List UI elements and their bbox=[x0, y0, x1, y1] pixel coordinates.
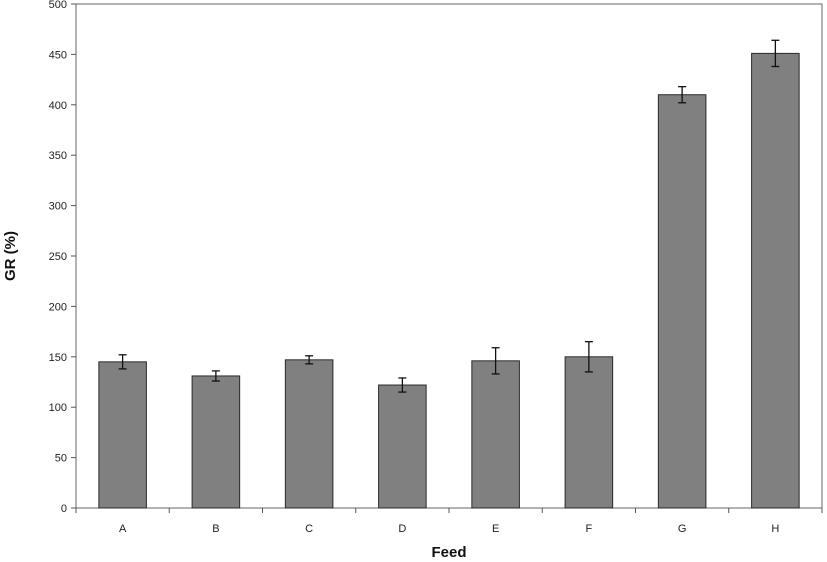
y-tick-label: 100 bbox=[49, 402, 67, 414]
error-bar-D bbox=[398, 377, 407, 393]
y-tick-label: 450 bbox=[49, 49, 67, 61]
bar-E bbox=[471, 360, 520, 509]
bar-C bbox=[284, 359, 334, 509]
error-bar-E bbox=[491, 347, 500, 375]
y-tick-label: 300 bbox=[49, 201, 67, 213]
error-bar-C bbox=[305, 355, 314, 365]
error-bar-F bbox=[584, 341, 593, 373]
bar-G bbox=[657, 94, 707, 509]
plot-frame bbox=[75, 3, 823, 509]
x-tick-label: C bbox=[305, 523, 313, 535]
x-tick-label: B bbox=[212, 523, 219, 535]
error-bar-A bbox=[118, 354, 127, 370]
y-tick-label: 250 bbox=[49, 251, 67, 263]
y-axis-title: GR (%) bbox=[2, 231, 19, 281]
x-axis-title: Feed bbox=[431, 544, 466, 561]
y-tick-label: 200 bbox=[49, 301, 67, 313]
y-tick-label: 50 bbox=[55, 453, 67, 465]
error-bar-H bbox=[771, 39, 780, 68]
x-tick-label: D bbox=[398, 523, 406, 535]
x-tick-label: G bbox=[678, 523, 687, 535]
x-tick-label: E bbox=[492, 523, 499, 535]
y-tick-label: 350 bbox=[49, 150, 67, 162]
x-tick-label: F bbox=[586, 523, 593, 535]
y-tick-label: 500 bbox=[49, 0, 67, 11]
x-axis: A B C D E F G H bbox=[75, 508, 823, 535]
y-tick-label: 150 bbox=[49, 352, 67, 364]
error-bar-G bbox=[678, 86, 687, 104]
error-bars bbox=[118, 39, 780, 393]
bar-F bbox=[564, 356, 614, 509]
x-tick-label: H bbox=[771, 523, 779, 535]
bar-H bbox=[751, 52, 800, 509]
y-axis: 0 50 100 150 200 250 300 350 400 450 500 bbox=[49, 0, 76, 515]
bars bbox=[98, 52, 800, 509]
y-tick-label: 0 bbox=[61, 503, 67, 515]
x-tick-label: A bbox=[119, 523, 127, 535]
y-tick-label: 400 bbox=[49, 100, 67, 112]
bar-D bbox=[378, 384, 427, 509]
bar-A bbox=[98, 361, 147, 509]
error-bar-B bbox=[211, 370, 220, 382]
bar-B bbox=[191, 375, 241, 509]
